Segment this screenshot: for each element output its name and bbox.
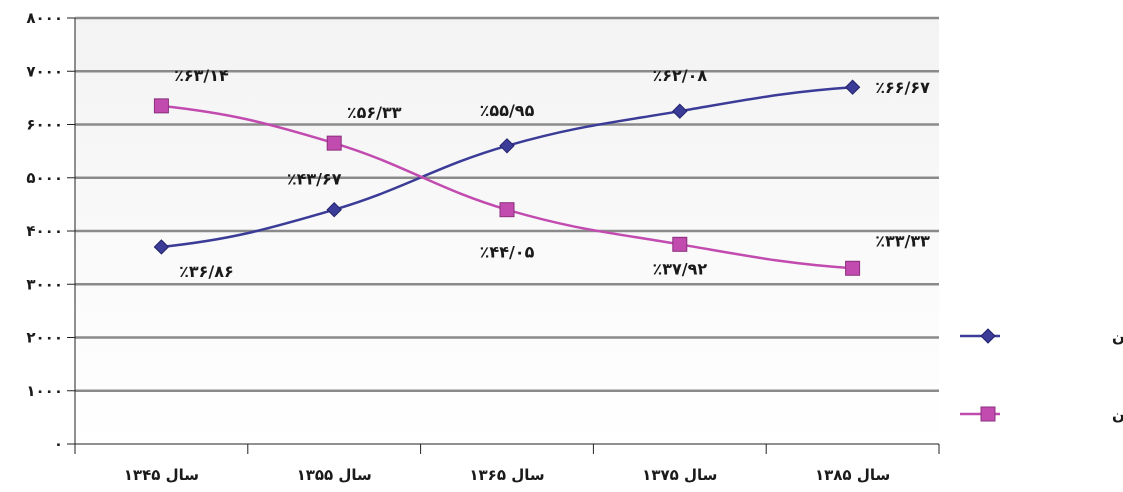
data-label: ٪۶۲/۰۸ <box>652 66 707 85</box>
y-tick-label: ۱۰۰۰ <box>26 382 63 400</box>
legend-label: شهر نشین <box>1112 327 1123 345</box>
legend-marker-0 <box>980 328 996 344</box>
data-labels: ٪۳۶/۸۶ ٪۴۳/۶۷ ٪۵۵/۹۵ ٪۶۲/۰۸ ٪۶۶/۶۷ ٪۶۳/۱۴ ٪۵۶/… <box>174 66 930 281</box>
data-label: ٪۵۵/۹۵ <box>480 101 535 120</box>
x-tick-label: سال ۱۳۷۵ <box>642 466 717 484</box>
series-1-point <box>153 98 169 114</box>
tick-labels: ۰ ۱۰۰۰ ۲۰۰۰ ۳۰۰۰ ۴۰۰۰ ۵۰۰۰ ۶۰۰۰ ۷۰۰۰ ۸۰۰۰ سال ۱۳۴… <box>26 9 890 484</box>
y-tick-label: ۵۰۰۰ <box>26 169 63 187</box>
data-label: ٪۶۳/۱۴ <box>174 66 229 85</box>
series-0-point <box>326 201 342 218</box>
series-1-point <box>845 260 861 276</box>
data-label: ٪۳۳/۳۳ <box>875 231 930 250</box>
legend-marker-1 <box>980 406 996 422</box>
data-label: ٪۴۳/۶۷ <box>287 170 342 189</box>
y-tick-label: ۲۰۰۰ <box>26 329 63 347</box>
y-tick-label: ۴۰۰۰ <box>26 222 63 240</box>
data-label: ٪۶۶/۶۷ <box>875 78 930 97</box>
y-tick-label: ۸۰۰۰ <box>26 9 63 27</box>
series-0-point <box>844 79 861 95</box>
data-label: ٪۵۶/۳۳ <box>347 103 402 122</box>
series-1-point <box>499 202 515 218</box>
x-tick-label: سال ۱۳۵۵ <box>297 466 372 484</box>
data-label: ٪۳۷/۹۲ <box>652 259 707 278</box>
series-0-point <box>153 239 170 255</box>
series-1-point <box>672 236 688 252</box>
series-0-point <box>672 103 688 119</box>
legend: شهر نشین روستا نشین <box>960 327 1123 423</box>
series-1-point <box>326 135 342 151</box>
series-0-point <box>499 138 515 154</box>
gridlines <box>75 16 939 392</box>
series <box>153 79 861 276</box>
y-tick-label: ۳۰۰۰ <box>26 275 63 293</box>
y-tick-label: ۷۰۰۰ <box>26 62 63 80</box>
axes <box>67 17 940 454</box>
y-tick-label: ۶۰۰۰ <box>26 116 63 134</box>
data-label: ٪۳۶/۸۶ <box>179 262 234 281</box>
x-tick-label: سال ۱۳۸۵ <box>815 466 890 484</box>
x-tick-label: سال ۱۳۴۵ <box>124 466 199 484</box>
legend-label: روستا نشین <box>1112 405 1123 423</box>
x-tick-label: سال ۱۳۶۵ <box>469 466 544 484</box>
y-tick-label: ۰ <box>54 435 63 453</box>
data-label: ٪۴۴/۰۵ <box>480 243 535 262</box>
